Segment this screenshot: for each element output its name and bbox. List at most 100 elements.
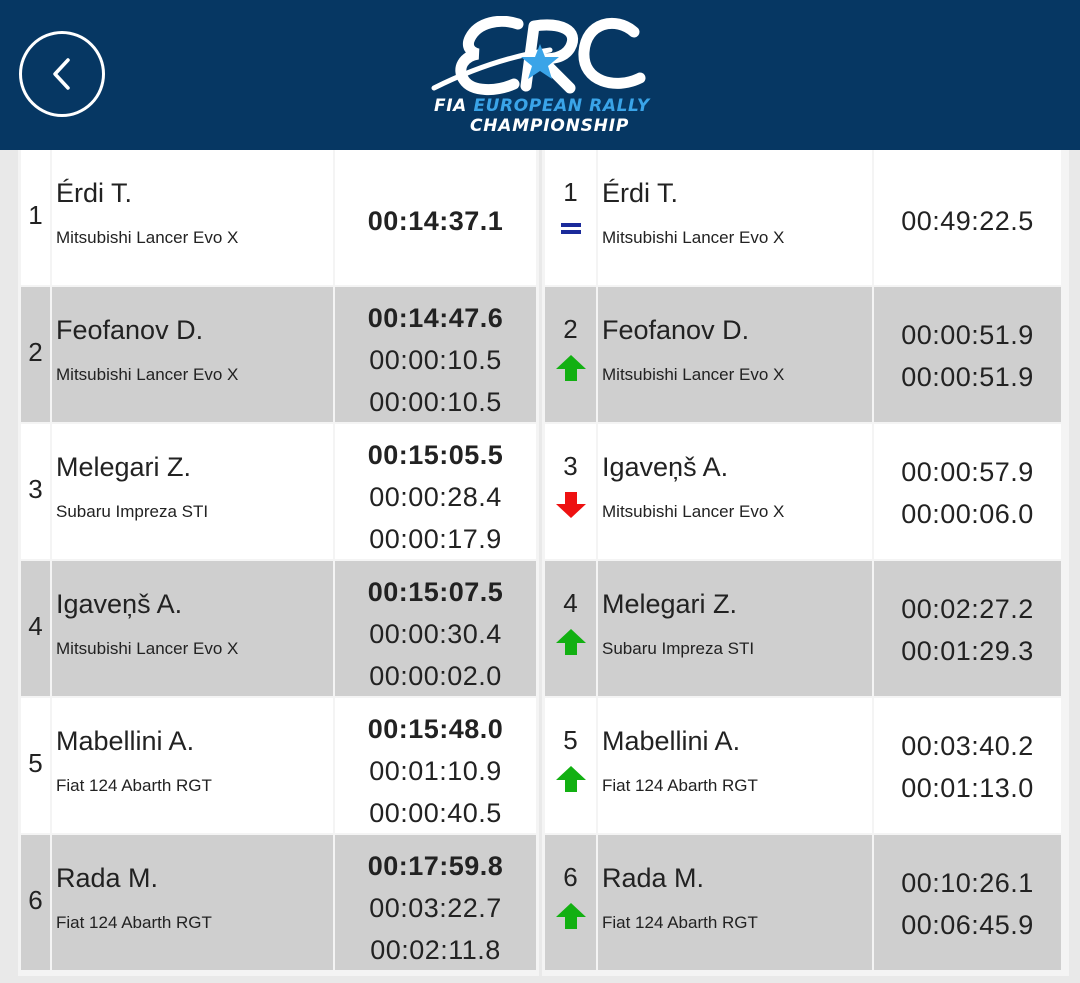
position-number: 2 bbox=[28, 337, 43, 367]
arrow-down-icon bbox=[555, 491, 587, 519]
stage-result-row[interactable]: 4 Igaveņš A. Mitsubishi Lancer Evo X 00:… bbox=[21, 561, 536, 696]
car-name: Mitsubishi Lancer Evo X bbox=[56, 228, 239, 247]
gap-to-first: 00:00:28.4 bbox=[369, 482, 502, 512]
stage-result-row[interactable]: 2 Feofanov D. Mitsubishi Lancer Evo X 00… bbox=[21, 287, 536, 422]
logo-text-line1: FIA EUROPEAN RALLY bbox=[434, 96, 650, 116]
car-name: Subaru Impreza STI bbox=[56, 502, 209, 521]
overall-result-row[interactable]: 1 Érdi T. Mitsubishi Lancer Evo X 00:49:… bbox=[545, 150, 1066, 285]
car-name: Fiat 124 Abarth RGT bbox=[602, 913, 758, 932]
time-cell: 00:14:37.1 bbox=[335, 150, 536, 285]
gap-to-first: 00:00:51.9 bbox=[901, 320, 1034, 350]
car-name: Mitsubishi Lancer Evo X bbox=[602, 228, 785, 247]
time-cell: 00:15:05.5 00:00:28.4 00:00:17.9 bbox=[335, 424, 536, 559]
driver-cell: Rada M. Fiat 124 Abarth RGT bbox=[52, 835, 333, 970]
stage-time: 00:15:05.5 bbox=[367, 440, 504, 470]
stage-time: 00:14:37.1 bbox=[367, 206, 504, 236]
driver-cell: Mabellini A. Fiat 124 Abarth RGT bbox=[52, 698, 333, 833]
car-name: Mitsubishi Lancer Evo X bbox=[602, 502, 785, 521]
gap-to-previous: 00:00:06.0 bbox=[901, 499, 1034, 529]
back-button[interactable] bbox=[19, 31, 105, 117]
position-cell: 1 bbox=[545, 150, 596, 285]
equal-icon bbox=[555, 217, 587, 245]
driver-name: Melegari Z. bbox=[56, 452, 192, 482]
gap-to-first: 00:00:57.9 bbox=[901, 457, 1034, 487]
position-number: 3 bbox=[563, 451, 578, 481]
position-cell: 1 bbox=[21, 150, 50, 285]
driver-name: Igaveņš A. bbox=[602, 452, 729, 482]
driver-name: Érdi T. bbox=[602, 178, 679, 208]
time-cell: 00:03:40.2 00:01:13.0 bbox=[874, 698, 1061, 833]
stage-result-row[interactable]: 6 Rada M. Fiat 124 Abarth RGT 00:17:59.8… bbox=[21, 835, 536, 970]
gap-to-first: 00:00:30.4 bbox=[369, 619, 502, 649]
gap-to-previous: 00:00:10.5 bbox=[369, 387, 502, 417]
stage-time: 00:15:07.5 bbox=[367, 577, 504, 607]
gap-to-previous: 00:06:45.9 bbox=[901, 910, 1034, 940]
position-cell: 6 bbox=[21, 835, 50, 970]
stage-time: 00:14:47.6 bbox=[367, 303, 504, 333]
car-name: Fiat 124 Abarth RGT bbox=[602, 776, 758, 795]
overall-result-row[interactable]: 5 Mabellini A. Fiat 124 Abarth RGT 00:03… bbox=[545, 698, 1066, 833]
overall-result-row[interactable]: 2 Feofanov D. Mitsubishi Lancer Evo X 00… bbox=[545, 287, 1066, 422]
position-cell: 5 bbox=[545, 698, 596, 833]
driver-name: Igaveņš A. bbox=[56, 589, 183, 619]
stage-time: 00:17:59.8 bbox=[367, 851, 504, 881]
position-number: 6 bbox=[28, 885, 43, 915]
driver-name: Feofanov D. bbox=[56, 315, 204, 345]
driver-name: Rada M. bbox=[602, 863, 705, 893]
app-header: FIA EUROPEAN RALLY CHAMPIONSHIP bbox=[0, 0, 1080, 150]
arrow-up-icon bbox=[555, 765, 587, 793]
position-number: 5 bbox=[28, 748, 43, 778]
position-number: 1 bbox=[563, 177, 578, 207]
time-cell: 00:00:57.9 00:00:06.0 bbox=[874, 424, 1061, 559]
gap-to-previous: 00:01:13.0 bbox=[901, 773, 1034, 803]
driver-name: Mabellini A. bbox=[56, 726, 195, 756]
stage-result-row[interactable]: 1 Érdi T. Mitsubishi Lancer Evo X 00:14:… bbox=[21, 150, 536, 285]
chevron-left-icon bbox=[53, 58, 70, 90]
time-cell: 00:02:27.2 00:01:29.3 bbox=[874, 561, 1061, 696]
arrow-up-icon bbox=[555, 628, 587, 656]
gap-to-first: 00:02:27.2 bbox=[901, 594, 1034, 624]
gap-to-first: 00:10:26.1 bbox=[901, 868, 1034, 898]
driver-name: Érdi T. bbox=[56, 178, 133, 208]
gap-to-previous: 00:01:29.3 bbox=[901, 636, 1034, 666]
position-cell: 2 bbox=[21, 287, 50, 422]
position-number: 2 bbox=[563, 314, 578, 344]
stage-results-panel: 1 Érdi T. Mitsubishi Lancer Evo X 00:14:… bbox=[18, 150, 539, 976]
erc-logo-mark bbox=[431, 16, 646, 95]
overall-result-row[interactable]: 6 Rada M. Fiat 124 Abarth RGT 00:10:26.1… bbox=[545, 835, 1066, 970]
car-name: Mitsubishi Lancer Evo X bbox=[602, 365, 785, 384]
time-cell: 00:10:26.1 00:06:45.9 bbox=[874, 835, 1061, 970]
driver-name: Feofanov D. bbox=[602, 315, 750, 345]
position-number: 4 bbox=[28, 611, 43, 641]
stage-result-row[interactable]: 3 Melegari Z. Subaru Impreza STI 00:15:0… bbox=[21, 424, 536, 559]
stage-result-row[interactable]: 5 Mabellini A. Fiat 124 Abarth RGT 00:15… bbox=[21, 698, 536, 833]
stage-time: 00:15:48.0 bbox=[367, 714, 504, 744]
time-cell: 00:14:47.6 00:00:10.5 00:00:10.5 bbox=[335, 287, 536, 422]
position-cell: 3 bbox=[545, 424, 596, 559]
position-cell: 4 bbox=[21, 561, 50, 696]
gap-to-previous: 00:00:02.0 bbox=[369, 661, 502, 691]
car-name: Fiat 124 Abarth RGT bbox=[56, 913, 212, 932]
time-cell: 00:49:22.5 bbox=[874, 150, 1061, 285]
gap-to-first: 00:03:40.2 bbox=[901, 731, 1034, 761]
time-cell: 00:15:07.5 00:00:30.4 00:00:02.0 bbox=[335, 561, 536, 696]
overall-results-panel: 1 Érdi T. Mitsubishi Lancer Evo X 00:49:… bbox=[542, 150, 1069, 976]
gap-to-first: 00:00:10.5 bbox=[369, 345, 502, 375]
driver-cell: Melegari Z. Subaru Impreza STI bbox=[598, 561, 872, 696]
driver-cell: Feofanov D. Mitsubishi Lancer Evo X bbox=[52, 287, 333, 422]
driver-cell: Igaveņš A. Mitsubishi Lancer Evo X bbox=[52, 561, 333, 696]
overall-result-row[interactable]: 4 Melegari Z. Subaru Impreza STI 00:02:2… bbox=[545, 561, 1066, 696]
time-cell: 00:17:59.8 00:03:22.7 00:02:11.8 bbox=[335, 835, 536, 970]
position-cell: 3 bbox=[21, 424, 50, 559]
driver-name: Melegari Z. bbox=[602, 589, 738, 619]
gap-to-previous: 00:02:11.8 bbox=[370, 935, 501, 965]
overall-result-row[interactable]: 3 Igaveņš A. Mitsubishi Lancer Evo X 00:… bbox=[545, 424, 1066, 559]
position-number: 5 bbox=[563, 725, 578, 755]
driver-cell: Érdi T. Mitsubishi Lancer Evo X bbox=[598, 150, 872, 285]
position-cell: 2 bbox=[545, 287, 596, 422]
position-number: 6 bbox=[563, 862, 578, 892]
car-name: Fiat 124 Abarth RGT bbox=[56, 776, 212, 795]
driver-cell: Érdi T. Mitsubishi Lancer Evo X bbox=[52, 150, 333, 285]
driver-cell: Mabellini A. Fiat 124 Abarth RGT bbox=[598, 698, 872, 833]
gap-to-first: 00:01:10.9 bbox=[369, 756, 502, 786]
